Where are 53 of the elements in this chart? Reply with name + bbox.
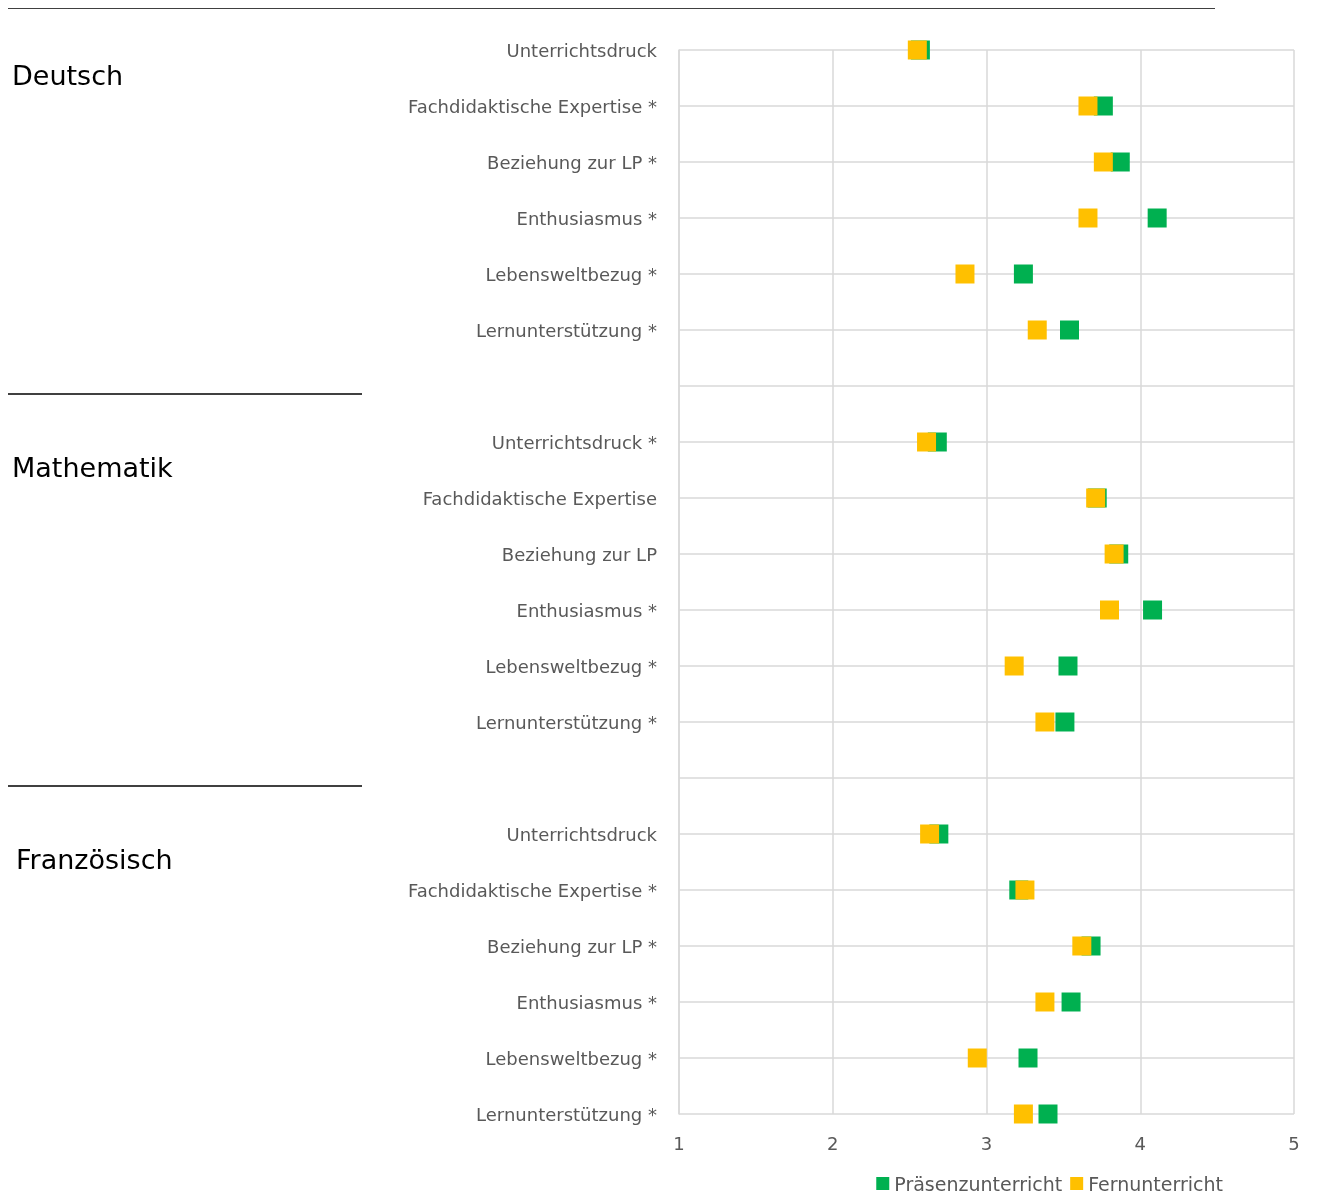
legend-label: Präsenzunterricht (894, 1172, 1063, 1195)
y-tick-label: Beziehung zur LP * (487, 151, 657, 173)
point (1147, 208, 1167, 228)
point (1055, 712, 1075, 732)
y-tick-label: Lernunterstützung * (476, 1103, 657, 1125)
y-tick-label: Enthusiasmus * (516, 207, 657, 229)
point (1035, 712, 1055, 732)
point (1015, 880, 1035, 900)
point (1004, 656, 1024, 676)
point (1058, 656, 1078, 676)
text: Mathematik (12, 452, 174, 483)
point (1018, 1048, 1038, 1068)
point (1100, 600, 1119, 620)
point (920, 824, 940, 844)
y-tick-label: Lernunterstützung * (476, 319, 657, 341)
point (917, 432, 937, 452)
y-tick-label: Beziehung zur LP (501, 543, 658, 565)
point (1078, 96, 1098, 116)
point (1035, 992, 1055, 1012)
y-tick-label: Lebensweltbezug * (485, 655, 657, 677)
x-tick-label: 5 (1288, 1132, 1300, 1154)
y-tick-label: Lebensweltbezug * (485, 1047, 657, 1069)
point (1061, 992, 1081, 1012)
point (1078, 208, 1098, 228)
y-tick-label: Unterrichtsdruck (506, 823, 658, 845)
y-tick-label: Fachdidaktische Expertise (422, 487, 657, 509)
point (1038, 1104, 1058, 1124)
point (967, 1048, 987, 1068)
y-tick-label: Unterrichtsdruck (506, 39, 658, 61)
point (1104, 544, 1124, 564)
point (1060, 320, 1080, 340)
text: Französisch (16, 844, 173, 875)
y-tick-label: Lebensweltbezug * (485, 263, 657, 285)
point (1143, 600, 1163, 620)
legend-label: Fernunterricht (1088, 1172, 1223, 1195)
x-tick-label: 1 (673, 1132, 685, 1154)
y-tick-label: Lernunterstützung * (476, 711, 657, 733)
y-tick-label: Enthusiasmus * (516, 991, 657, 1013)
y-tick-label: Fachdidaktische Expertise * (407, 95, 657, 117)
point (1027, 320, 1047, 340)
x-tick-label: 4 (1134, 1132, 1146, 1154)
point (955, 264, 975, 284)
x-tick-label: 2 (827, 1132, 839, 1154)
y-tick-label: Fachdidaktische Expertise * (407, 879, 657, 901)
point (1072, 936, 1092, 956)
y-tick-label: Enthusiasmus * (516, 599, 657, 621)
point (1013, 264, 1033, 284)
y-tick-label: Beziehung zur LP * (487, 935, 657, 957)
point (1093, 152, 1113, 172)
x-tick-label: 3 (980, 1132, 993, 1154)
point (1013, 1104, 1033, 1124)
text: Deutsch (12, 60, 124, 91)
y-tick-label: Unterrichtsdruck * (491, 431, 657, 453)
